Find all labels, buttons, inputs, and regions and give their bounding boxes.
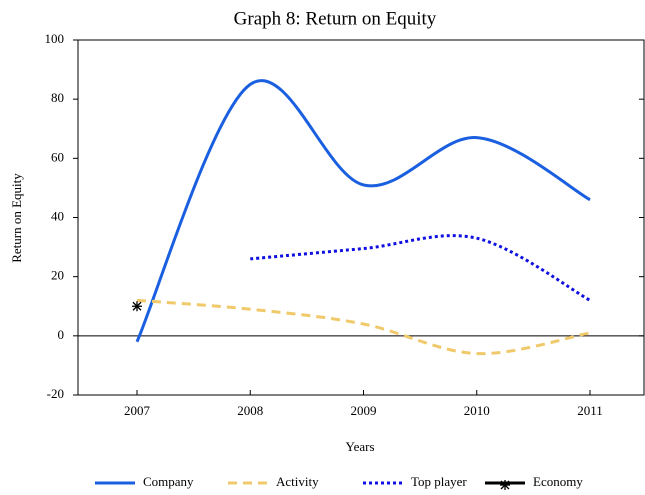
x-tick-label: 2010 bbox=[464, 403, 490, 418]
y-tick-label: 40 bbox=[51, 208, 64, 223]
x-tick-label: 2008 bbox=[237, 403, 263, 418]
y-tick-label: 60 bbox=[51, 149, 64, 164]
series-line bbox=[135, 79, 591, 343]
legend-label: Top player bbox=[411, 474, 467, 489]
y-tick-label: 100 bbox=[45, 31, 65, 46]
legend-label: Activity bbox=[276, 474, 319, 489]
series-line bbox=[136, 298, 591, 356]
legend-label: Economy bbox=[533, 474, 583, 489]
y-tick-label: -20 bbox=[47, 386, 64, 401]
x-axis-label: Years bbox=[345, 439, 374, 454]
y-tick-label: 0 bbox=[58, 327, 65, 342]
legend-label: Company bbox=[143, 474, 194, 489]
legend-marker bbox=[500, 480, 510, 490]
x-tick-label: 2007 bbox=[124, 403, 151, 418]
data-point bbox=[132, 301, 142, 312]
y-tick-label: 20 bbox=[51, 268, 64, 283]
y-tick-label: 80 bbox=[51, 90, 64, 105]
series-line bbox=[250, 234, 591, 302]
x-tick-label: 2011 bbox=[577, 403, 603, 418]
x-tick-label: 2009 bbox=[351, 403, 377, 418]
chart-title: Graph 8: Return on Equity bbox=[234, 8, 437, 29]
y-axis-label: Return on Equity bbox=[9, 173, 24, 263]
